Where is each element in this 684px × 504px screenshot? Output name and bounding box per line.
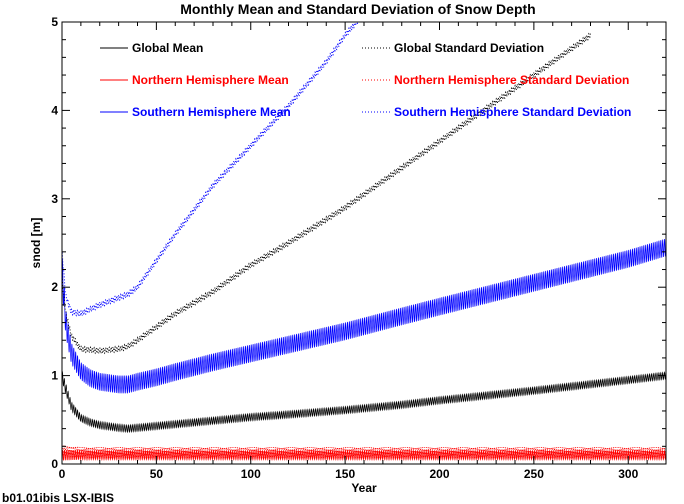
y-tick-label: 4 [51, 103, 58, 117]
x-tick-label: 300 [618, 467, 638, 481]
legend-label: Northern Hemisphere Standard Deviation [394, 73, 629, 87]
x-tick-label: 0 [59, 467, 66, 481]
legend-label: Southern Hemisphere Mean [132, 105, 291, 119]
series-global-standard-deviation [62, 32, 591, 355]
y-tick-label: 2 [51, 280, 58, 294]
x-axis-label: Year [351, 481, 377, 495]
series-southern-hemisphere-standard-deviation [62, 22, 359, 318]
y-tick-label: 3 [51, 192, 58, 206]
series-northern-hemisphere-mean [62, 449, 666, 461]
x-tick-label: 250 [524, 467, 544, 481]
footer-label: b01.01ibis LSX-IBIS [2, 491, 114, 504]
y-tick-label: 5 [51, 15, 58, 29]
y-tick-label: 0 [51, 457, 58, 471]
legend-label: Global Standard Deviation [394, 41, 544, 55]
x-tick-label: 150 [335, 467, 355, 481]
legend-label: Global Mean [132, 41, 203, 55]
axes: 0 50 100 150 200 250 300 0 1 2 3 4 5 [51, 15, 667, 481]
y-axis-label: snod [m] [29, 218, 43, 269]
series-southern-hemisphere-mean [62, 238, 666, 394]
series-global-mean [62, 371, 666, 434]
x-tick-label: 100 [241, 467, 261, 481]
legend: Global Mean Northern Hemisphere Mean South… [100, 41, 631, 119]
x-tick-label: 200 [429, 467, 449, 481]
y-tick-label: 1 [51, 369, 58, 383]
x-tick-label: 50 [150, 467, 164, 481]
legend-label: Northern Hemisphere Mean [132, 73, 289, 87]
chart-title: Monthly Mean and Standard Deviation of S… [180, 1, 535, 17]
legend-label: Southern Hemisphere Standard Deviation [394, 105, 631, 119]
series-layer [62, 22, 666, 461]
series-northern-hemisphere-standard-deviation [62, 445, 666, 458]
